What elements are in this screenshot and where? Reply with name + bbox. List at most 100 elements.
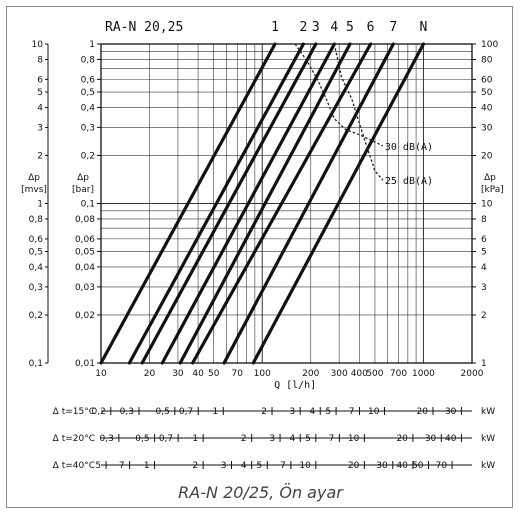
power-scale-tick-label: 0,7 — [179, 407, 193, 417]
series-line-n — [251, 42, 426, 365]
power-scale-tick-label: 7 — [119, 461, 125, 471]
power-scale-tick-label: 20 — [417, 407, 429, 417]
power-scale-tick-label: 70 — [436, 461, 448, 471]
power-scale-tick-label: 0,2 — [91, 407, 105, 417]
kpa-tick-label: 4 — [481, 263, 487, 273]
bar-tick-label: 0,04 — [75, 263, 95, 273]
kpa-tick-label: 8 — [481, 215, 487, 225]
power-scale-tick-label: 10 — [348, 434, 360, 444]
kpa-tick-label: 10 — [481, 200, 493, 210]
kpa-tick-label: 3 — [481, 283, 487, 293]
power-scale-tick-label: 3 — [221, 461, 227, 471]
series-label-5: 5 — [346, 20, 354, 35]
power-scale-unit: kW — [481, 434, 495, 444]
x-tick-label: 10 — [95, 369, 107, 379]
mvs-tick-label: 0,5 — [29, 248, 43, 258]
power-scale-tick-label: 5 — [95, 461, 101, 471]
kpa-tick-label: 60 — [481, 75, 493, 85]
power-scale-tick-label: 10 — [299, 461, 311, 471]
power-scale-label: Δ t=20°C — [53, 434, 95, 444]
x-tick-label: 20 — [144, 369, 156, 379]
mvs-tick-label: 1 — [37, 200, 43, 210]
bar-tick-label: 0,08 — [75, 215, 95, 225]
x-tick-label: 200 — [302, 369, 319, 379]
power-scale-tick-label: 1 — [144, 461, 150, 471]
series-label-6: 6 — [367, 20, 375, 35]
series-line-1 — [99, 42, 277, 365]
noise-curve-25db — [333, 43, 384, 181]
bar-tick-label: 0,03 — [75, 283, 95, 293]
power-scale-tick-label: 30 — [425, 434, 437, 444]
series-label-3: 3 — [312, 20, 320, 35]
mvs-tick-label: 0,2 — [29, 311, 43, 321]
series-line-5 — [178, 42, 352, 365]
power-scale-tick-label: 20 — [396, 434, 408, 444]
bar-tick-label: 0,1 — [81, 200, 95, 210]
kpa-tick-label: 100 — [481, 40, 498, 50]
x-tick-label: 2000 — [461, 369, 484, 379]
kpa-tick-label: 5 — [481, 248, 487, 258]
noise-curve-label: 25 dB(A) — [385, 176, 433, 187]
x-tick-label: 100 — [254, 369, 271, 379]
power-scale-tick-label: 0,3 — [120, 407, 134, 417]
mvs-tick-label: 6 — [37, 75, 43, 85]
power-scale-tick-label: 0,7 — [159, 434, 173, 444]
power-scale-tick-label: 5 — [305, 434, 311, 444]
power-scale-tick-label: 30 — [445, 407, 457, 417]
series-line-7 — [222, 42, 395, 365]
figure-caption: RA-N 20/25, Ön ayar — [178, 483, 343, 502]
power-scale-unit: kW — [481, 407, 495, 417]
bar-tick-label: 0,6 — [81, 75, 96, 85]
figure-frame — [6, 6, 513, 508]
kpa-tick-label: 40 — [481, 103, 493, 113]
series-label-4: 4 — [330, 20, 338, 35]
x-tick-label: 50 — [208, 369, 220, 379]
x-tick-label: 500 — [366, 369, 383, 379]
x-tick-label: 300 — [331, 369, 348, 379]
x-tick-label: 40 — [192, 369, 204, 379]
x-tick-label: 30 — [172, 369, 184, 379]
power-scale-tick-label: 2 — [261, 407, 267, 417]
power-scale-tick-label: 4 — [241, 461, 247, 471]
mvs-axis-unit: [mvs] — [21, 185, 47, 195]
power-scale-tick-label: 7 — [349, 407, 355, 417]
bar-tick-label: 0,5 — [81, 88, 95, 98]
bar-tick-label: 0,05 — [75, 248, 95, 258]
bar-tick-label: 0,8 — [81, 55, 96, 65]
power-scale-label: Δ t=40°C — [53, 461, 95, 471]
mvs-tick-label: 8 — [37, 55, 43, 65]
mvs-tick-label: 10 — [32, 40, 44, 50]
series-line-4 — [160, 42, 336, 365]
bar-tick-label: 0,06 — [75, 235, 95, 245]
bar-tick-label: 1 — [89, 40, 95, 50]
power-scale-tick-label: 1 — [192, 434, 198, 444]
power-scale-tick-label: 5 — [257, 461, 263, 471]
bar-tick-label: 0,02 — [75, 311, 95, 321]
kpa-axis-unit: [kPa] — [481, 185, 504, 195]
kpa-tick-label: 30 — [481, 123, 493, 133]
x-tick-label: 1000 — [412, 369, 435, 379]
power-scale-tick-label: 20 — [348, 461, 360, 471]
kpa-tick-label: 20 — [481, 151, 493, 161]
bar-tick-label: 0,01 — [75, 359, 95, 369]
chart-title: RA-N 20,25 — [105, 20, 183, 35]
noise-curve-30db — [294, 43, 384, 147]
power-scale-tick-label: 3 — [269, 434, 275, 444]
series-label-n: N — [420, 20, 428, 35]
bar-axis-unit: [bar] — [72, 185, 94, 195]
power-scale-tick-label: 1 — [213, 407, 219, 417]
series-label-7: 7 — [389, 20, 397, 35]
bar-tick-label: 0,4 — [81, 103, 96, 113]
bar-axis-symbol: Δp — [77, 173, 89, 183]
mvs-tick-label: 0,1 — [29, 359, 43, 369]
mvs-tick-label: 0,4 — [29, 263, 44, 273]
noise-curve-label: 30 dB(A) — [385, 142, 433, 153]
power-scale-tick-label: 40 — [445, 434, 457, 444]
power-scale-tick-label: 30 — [376, 461, 388, 471]
x-tick-label: 70 — [232, 369, 244, 379]
mvs-tick-label: 0,6 — [29, 235, 44, 245]
kpa-tick-label: 50 — [481, 88, 493, 98]
series-line-2 — [127, 42, 305, 365]
power-scale-label: Δ t=15°C — [53, 407, 95, 417]
